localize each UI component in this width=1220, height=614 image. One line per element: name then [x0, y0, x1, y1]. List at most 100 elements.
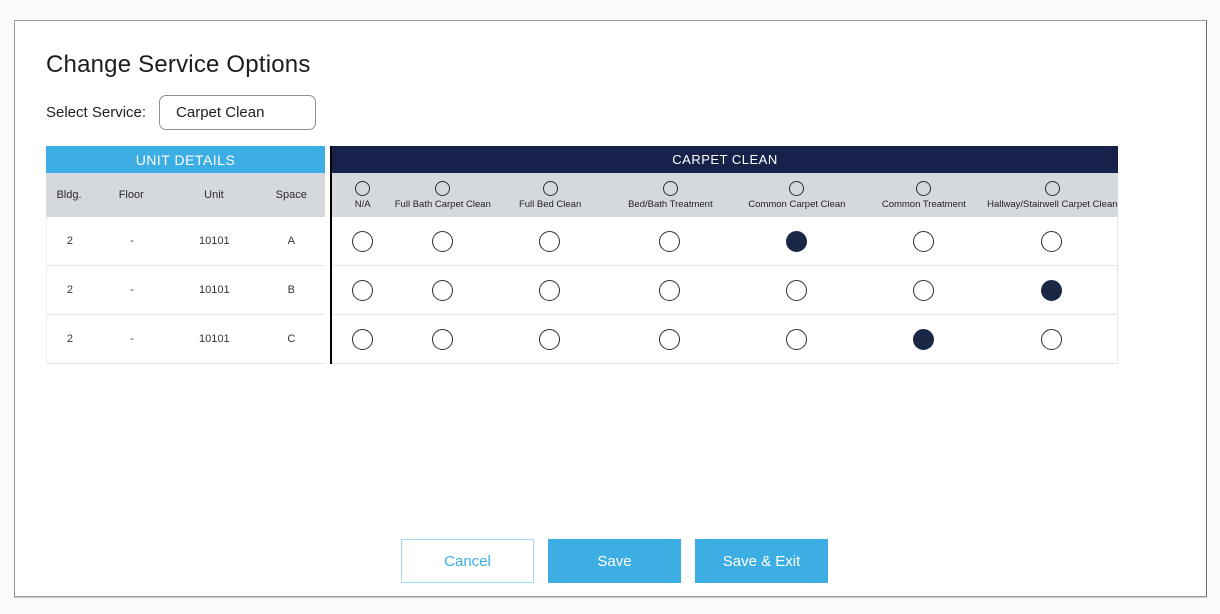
option-column-label: Hallway/Stairwell Carpet Clean [987, 198, 1118, 210]
option-column-label: Full Bath Carpet Clean [394, 198, 491, 210]
option-cell [608, 279, 733, 301]
service-option-radio[interactable] [912, 328, 934, 350]
service-options-table: UNIT DETAILS Bldg. Floor Unit Space 2 - 10101… [46, 146, 1118, 364]
unit-cell-floor: - [130, 333, 134, 345]
service-option-radio[interactable] [785, 279, 807, 301]
service-option-radio[interactable] [659, 328, 681, 350]
option-cell [393, 279, 492, 301]
service-option-radio[interactable] [1040, 328, 1062, 350]
option-cell [986, 328, 1117, 350]
service-option-radio[interactable] [432, 328, 454, 350]
column-header-radio[interactable] [355, 180, 371, 196]
column-header-radio[interactable] [435, 180, 451, 196]
service-option-radio[interactable] [539, 230, 561, 252]
service-option-radio[interactable] [352, 328, 374, 350]
option-column-header: Common Carpet Clean [733, 180, 861, 210]
option-cell [732, 279, 860, 301]
service-option-radio[interactable] [539, 328, 561, 350]
column-header-radio[interactable] [542, 180, 558, 196]
select-service-label: Select Service: [46, 104, 147, 121]
service-option-radio[interactable] [352, 230, 374, 252]
service-option-radio[interactable] [912, 230, 934, 252]
service-option-radio[interactable] [785, 230, 807, 252]
option-row [332, 266, 1118, 315]
column-header-radio[interactable] [662, 180, 678, 196]
unit-cell-space: A [287, 235, 295, 247]
cancel-button[interactable]: Cancel [401, 539, 534, 583]
unit-details-section: UNIT DETAILS Bldg. Floor Unit Space 2 - 10101… [46, 146, 325, 364]
option-column-header: Full Bed Clean [492, 180, 608, 210]
service-option-radio[interactable] [432, 279, 454, 301]
option-column-header: Common Treatment [861, 180, 987, 210]
option-cell [732, 230, 860, 252]
unit-columns-header-row: Bldg. Floor Unit Space [46, 173, 325, 217]
column-header-radio[interactable] [1044, 180, 1060, 196]
option-cell [332, 230, 393, 252]
unit-cell-unit: 10101 [199, 333, 230, 345]
unit-cell-unit: 10101 [199, 284, 230, 296]
unit-row: 2 - 10101 B [46, 266, 325, 315]
service-option-radio[interactable] [659, 230, 681, 252]
service-option-radio[interactable] [785, 328, 807, 350]
unit-cell-bldg: 2 [66, 333, 73, 345]
option-column-label: Common Carpet Clean [748, 198, 846, 210]
option-cell [608, 230, 733, 252]
option-column-header: Bed/Bath Treatment [608, 180, 733, 210]
option-column-label: Common Treatment [881, 198, 966, 210]
service-option-radio[interactable] [539, 279, 561, 301]
service-option-radio[interactable] [1040, 230, 1062, 252]
carpet-clean-header: CARPET CLEAN [332, 146, 1118, 173]
option-column-label: Bed/Bath Treatment [628, 198, 713, 210]
option-column-header: N/A [332, 180, 393, 210]
carpet-clean-section: CARPET CLEAN N/A Full Bath Carpet Clean Fu… [330, 146, 1118, 364]
option-cell [732, 328, 860, 350]
service-selector-row: Select Service: Carpet Clean [46, 95, 317, 130]
unit-cell-space: B [287, 284, 295, 296]
option-row [332, 217, 1118, 266]
option-column-header: Full Bath Carpet Clean [393, 180, 492, 210]
column-header-radio[interactable] [916, 180, 932, 196]
save-and-exit-button[interactable]: Save & Exit [695, 539, 828, 583]
unit-cell-space: C [287, 333, 296, 345]
unit-row: 2 - 10101 C [46, 315, 325, 364]
unit-cell-floor: - [130, 235, 134, 247]
option-cell [393, 328, 492, 350]
unit-column-header: Bldg. [56, 189, 82, 201]
unit-rows: 2 - 10101 A 2 - 10101 B 2 - 10101 C [46, 217, 325, 364]
service-option-radio[interactable] [432, 230, 454, 252]
option-column-label: N/A [354, 198, 371, 210]
unit-cell-unit: 10101 [199, 235, 230, 247]
action-buttons: Cancel Save Save & Exit [401, 539, 828, 583]
option-column-label: Full Bed Clean [518, 198, 582, 210]
unit-column-header: Unit [204, 189, 224, 201]
column-header-radio[interactable] [789, 180, 805, 196]
save-button[interactable]: Save [548, 539, 681, 583]
option-cell [986, 230, 1117, 252]
option-cell [986, 279, 1117, 301]
page-title: Change Service Options [46, 51, 311, 78]
service-option-radio[interactable] [352, 279, 374, 301]
unit-cell-floor: - [130, 284, 134, 296]
service-option-radio[interactable] [1040, 279, 1062, 301]
option-column-header: Hallway/Stairwell Carpet Clean [987, 180, 1118, 210]
unit-column-header: Space [275, 189, 307, 201]
option-cell [860, 279, 986, 301]
unit-column-header: Floor [118, 189, 144, 201]
unit-cell-bldg: 2 [66, 284, 73, 296]
service-select-value: Carpet Clean [176, 104, 265, 121]
option-cell [860, 230, 986, 252]
option-cell [332, 328, 393, 350]
service-option-radio[interactable] [659, 279, 681, 301]
service-select[interactable]: Carpet Clean [159, 95, 317, 130]
option-cell [492, 230, 607, 252]
option-columns-header-row: N/A Full Bath Carpet Clean Full Bed Clean B… [332, 173, 1118, 217]
option-cell [332, 279, 393, 301]
option-row [332, 315, 1118, 364]
unit-cell-bldg: 2 [66, 235, 73, 247]
option-cell [492, 328, 607, 350]
unit-row: 2 - 10101 A [46, 217, 325, 266]
option-cell [608, 328, 733, 350]
option-cell [860, 328, 986, 350]
option-cell [393, 230, 492, 252]
service-option-radio[interactable] [912, 279, 934, 301]
